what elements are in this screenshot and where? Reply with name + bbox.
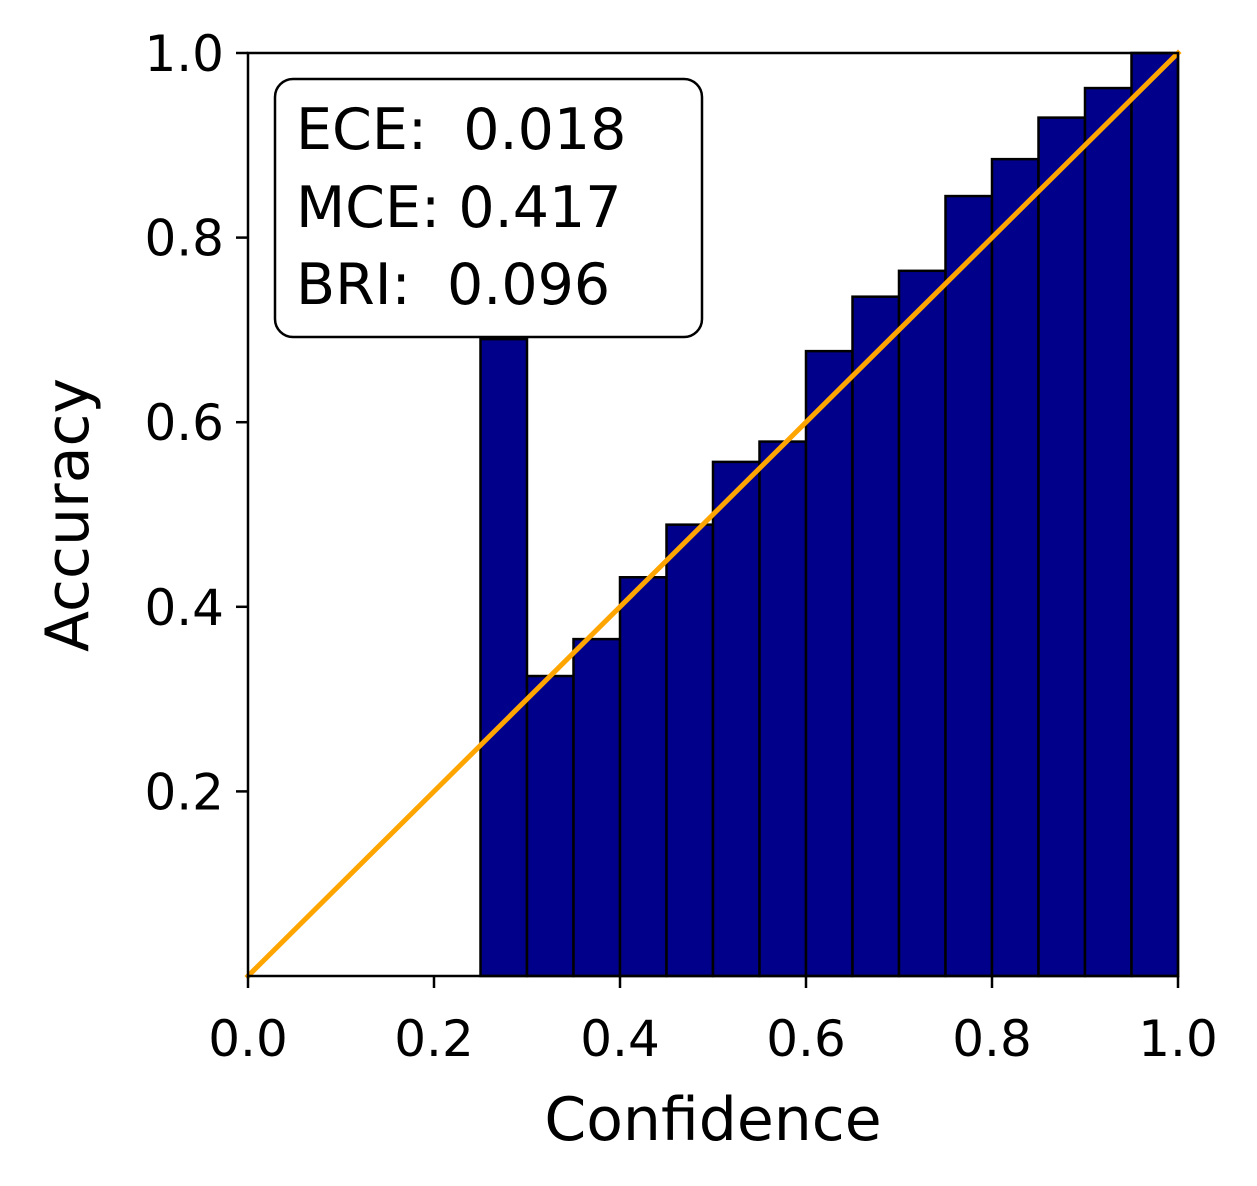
x-axis-ticks: 0.0 0.2 0.4 0.6 0.8 1.0 [208, 976, 1218, 1068]
annotation-box [273, 77, 704, 339]
x-tick-label: 0.0 [208, 1010, 288, 1068]
y-tick-label: 0.6 [144, 394, 224, 452]
bar [525, 674, 575, 978]
metrics-annotation: ECE: 0.018 MCE: 0.417 BRI: 0.096 [273, 77, 704, 339]
x-axis-label: Confidence [544, 1085, 881, 1155]
bar [1130, 51, 1180, 978]
bar [572, 637, 622, 978]
annotation-mce: MCE: 0.417 [296, 175, 622, 241]
bars-group [479, 51, 1180, 978]
x-tick-label: 1.0 [1138, 1010, 1218, 1068]
bar [944, 194, 994, 978]
y-tick-label: 0.8 [144, 210, 224, 268]
bar [479, 337, 529, 978]
bar [990, 157, 1040, 978]
x-tick-label: 0.4 [580, 1010, 660, 1068]
annotation-bri: BRI: 0.096 [296, 252, 610, 318]
bar [851, 295, 901, 978]
bar [1083, 86, 1133, 978]
y-axis-label: Accuracy [33, 378, 103, 652]
bar [758, 440, 808, 978]
bar [1037, 116, 1087, 978]
y-tick-label: 1.0 [144, 25, 224, 83]
y-axis-ticks: 0.2 0.4 0.6 0.8 1.0 [144, 25, 248, 821]
y-tick-label: 0.2 [144, 763, 224, 821]
x-tick-label: 0.2 [394, 1010, 474, 1068]
x-tick-label: 0.6 [766, 1010, 846, 1068]
x-tick-label: 0.8 [952, 1010, 1032, 1068]
bar [804, 349, 854, 978]
annotation-ece: ECE: 0.018 [296, 97, 626, 163]
bar [618, 576, 668, 978]
reference-diagonal-line [244, 49, 1182, 980]
plot-frame [246, 51, 1180, 978]
bar [897, 269, 947, 978]
bar [665, 523, 715, 978]
y-tick-label: 0.4 [144, 579, 224, 637]
bar [711, 460, 761, 978]
